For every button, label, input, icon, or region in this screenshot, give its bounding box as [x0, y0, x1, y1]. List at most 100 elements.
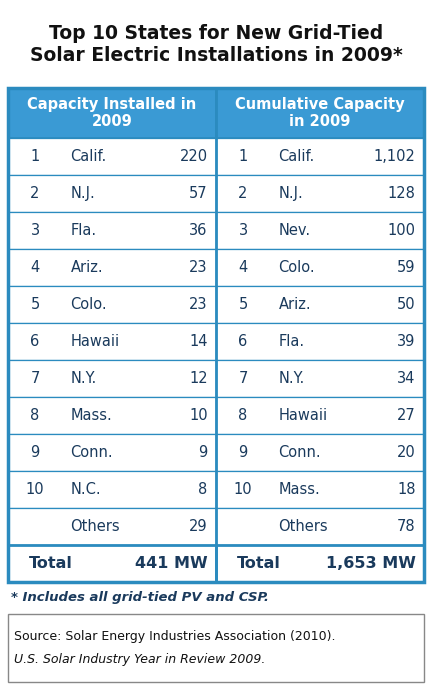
Text: 5: 5 — [30, 297, 40, 312]
Text: 6: 6 — [238, 334, 248, 349]
Text: 14: 14 — [189, 334, 208, 349]
Bar — [8, 360, 216, 397]
Text: 7: 7 — [30, 371, 40, 386]
Bar — [8, 286, 216, 323]
Text: 4: 4 — [238, 260, 248, 275]
Bar — [216, 323, 424, 360]
Text: 9: 9 — [198, 445, 208, 460]
Text: 39: 39 — [397, 334, 416, 349]
Text: Others: Others — [278, 519, 328, 534]
Text: 36: 36 — [189, 223, 208, 238]
Text: Calif.: Calif. — [278, 149, 314, 164]
Text: 10: 10 — [234, 482, 252, 497]
Bar — [8, 175, 216, 212]
Text: Colo.: Colo. — [70, 297, 107, 312]
Bar — [216, 212, 424, 249]
Bar — [216, 286, 424, 323]
Text: 12: 12 — [189, 371, 208, 386]
Text: 4: 4 — [30, 260, 40, 275]
Text: 1: 1 — [238, 149, 248, 164]
Text: 23: 23 — [189, 260, 208, 275]
Text: * Includes all grid-tied PV and CSP.: * Includes all grid-tied PV and CSP. — [11, 592, 269, 605]
Text: 6: 6 — [30, 334, 40, 349]
Text: Conn.: Conn. — [70, 445, 113, 460]
Text: Ariz.: Ariz. — [70, 260, 103, 275]
Text: 20: 20 — [397, 445, 416, 460]
Bar — [8, 323, 216, 360]
Text: 10: 10 — [189, 408, 208, 423]
Text: 100: 100 — [388, 223, 416, 238]
Text: Hawaii: Hawaii — [70, 334, 120, 349]
Bar — [216, 138, 424, 175]
Text: Cumulative Capacity
in 2009: Cumulative Capacity in 2009 — [235, 97, 405, 129]
Text: Fla.: Fla. — [278, 334, 305, 349]
Bar — [8, 88, 424, 582]
Text: 50: 50 — [397, 297, 416, 312]
Text: 9: 9 — [30, 445, 40, 460]
Bar — [8, 212, 216, 249]
Text: 27: 27 — [397, 408, 416, 423]
Bar — [8, 471, 216, 508]
Bar — [216, 434, 424, 471]
Text: 9: 9 — [238, 445, 248, 460]
Text: Conn.: Conn. — [278, 445, 321, 460]
Text: N.Y.: N.Y. — [278, 371, 305, 386]
Bar — [216, 545, 424, 582]
Text: Total: Total — [237, 556, 281, 571]
Text: Top 10 States for New Grid-Tied
Solar Electric Installations in 2009*: Top 10 States for New Grid-Tied Solar El… — [30, 24, 402, 65]
Text: 5: 5 — [238, 297, 248, 312]
Bar — [8, 614, 424, 682]
Bar — [8, 397, 216, 434]
Text: 3: 3 — [31, 223, 40, 238]
Text: 29: 29 — [189, 519, 208, 534]
Bar — [8, 249, 216, 286]
Bar — [216, 88, 424, 138]
Bar — [216, 249, 424, 286]
Text: 2: 2 — [30, 186, 40, 201]
Bar — [8, 434, 216, 471]
Text: 1,102: 1,102 — [374, 149, 416, 164]
Text: 8: 8 — [238, 408, 248, 423]
Text: Mass.: Mass. — [70, 408, 112, 423]
Text: 1: 1 — [30, 149, 40, 164]
Text: N.J.: N.J. — [70, 186, 95, 201]
Text: Calif.: Calif. — [70, 149, 107, 164]
Text: 10: 10 — [26, 482, 44, 497]
Bar — [216, 397, 424, 434]
Text: Ariz.: Ariz. — [278, 297, 311, 312]
Text: 23: 23 — [189, 297, 208, 312]
Bar — [8, 138, 216, 175]
Text: N.C.: N.C. — [70, 482, 101, 497]
Bar — [8, 508, 216, 545]
Text: Colo.: Colo. — [278, 260, 315, 275]
Bar — [216, 175, 424, 212]
Text: 57: 57 — [189, 186, 208, 201]
Text: 59: 59 — [397, 260, 416, 275]
Text: 3: 3 — [238, 223, 248, 238]
Text: Nev.: Nev. — [278, 223, 311, 238]
Text: Mass.: Mass. — [278, 482, 320, 497]
Bar — [216, 471, 424, 508]
Text: Total: Total — [29, 556, 73, 571]
Text: Capacity Installed in
2009: Capacity Installed in 2009 — [27, 97, 197, 129]
Bar — [216, 508, 424, 545]
Bar — [216, 360, 424, 397]
Text: N.Y.: N.Y. — [70, 371, 97, 386]
Text: 128: 128 — [388, 186, 416, 201]
Text: 1,653 MW: 1,653 MW — [326, 556, 416, 571]
Text: 441 MW: 441 MW — [135, 556, 208, 571]
Text: Source: Solar Energy Industries Association (2010).: Source: Solar Energy Industries Associat… — [14, 630, 336, 643]
Text: 18: 18 — [397, 482, 416, 497]
Text: Fla.: Fla. — [70, 223, 96, 238]
Text: 220: 220 — [180, 149, 208, 164]
Text: 8: 8 — [198, 482, 208, 497]
Text: U.S. Solar Industry Year in Review 2009.: U.S. Solar Industry Year in Review 2009. — [14, 653, 265, 666]
Text: 34: 34 — [397, 371, 416, 386]
Text: 7: 7 — [238, 371, 248, 386]
Text: N.J.: N.J. — [278, 186, 303, 201]
Bar — [8, 545, 216, 582]
Bar — [8, 88, 216, 138]
Text: Hawaii: Hawaii — [278, 408, 327, 423]
Text: 2: 2 — [238, 186, 248, 201]
Text: 78: 78 — [397, 519, 416, 534]
